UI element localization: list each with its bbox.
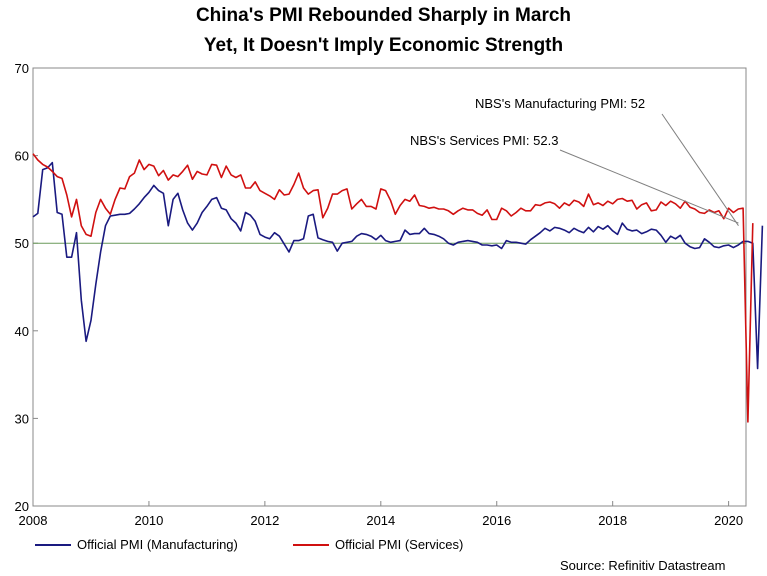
y-tick-label: 50: [15, 236, 29, 251]
x-tick-label: 2016: [482, 513, 511, 528]
y-tick-label: 30: [15, 411, 29, 426]
y-axis: 20 30 40 50 60 70: [15, 61, 38, 514]
annotation-services: NBS's Services PMI: 52.3: [410, 133, 558, 148]
x-tick-label: 2020: [714, 513, 743, 528]
annotation-manufacturing: NBS's Manufacturing PMI: 52: [475, 96, 645, 111]
series-group: [32, 153, 764, 423]
plot-area-frame: [32, 67, 747, 507]
annotation-leader-line: [559, 149, 739, 224]
x-tick-label: 2018: [598, 513, 627, 528]
x-axis: 2008 2010 2012 2014 2016 2018 2020: [19, 501, 743, 528]
y-tick-label: 40: [15, 324, 29, 339]
annotations: NBS's Manufacturing PMI: 52 NBS's Service…: [410, 96, 739, 226]
x-tick-label: 2014: [366, 513, 395, 528]
x-tick-label: 2010: [134, 513, 163, 528]
legend-swatch-manufacturing: [35, 543, 71, 546]
y-tick-label: 70: [15, 61, 29, 76]
legend-label-manufacturing: Official PMI (Manufacturing): [77, 537, 238, 552]
annotation-leader-line: [661, 113, 739, 226]
series-line-manufacturing: [32, 161, 764, 370]
legend-item-manufacturing: Official PMI (Manufacturing): [35, 537, 238, 552]
y-tick-label: 60: [15, 149, 29, 164]
source-note: Source: Refinitiv Datastream: [560, 558, 726, 573]
legend-label-services: Official PMI (Services): [335, 537, 464, 552]
x-tick-label: 2008: [19, 513, 48, 528]
series-line-services: [32, 153, 754, 423]
x-tick-label: 2012: [250, 513, 279, 528]
y-tick-label: 20: [15, 499, 29, 514]
chart-subtitle: Yet, It Doesn't Imply Economic Strength: [203, 35, 564, 56]
chart-title: China's PMI Rebounded Sharply in March: [195, 5, 572, 26]
legend-swatch-services: [293, 543, 329, 546]
legend-item-services: Official PMI (Services): [293, 537, 463, 552]
